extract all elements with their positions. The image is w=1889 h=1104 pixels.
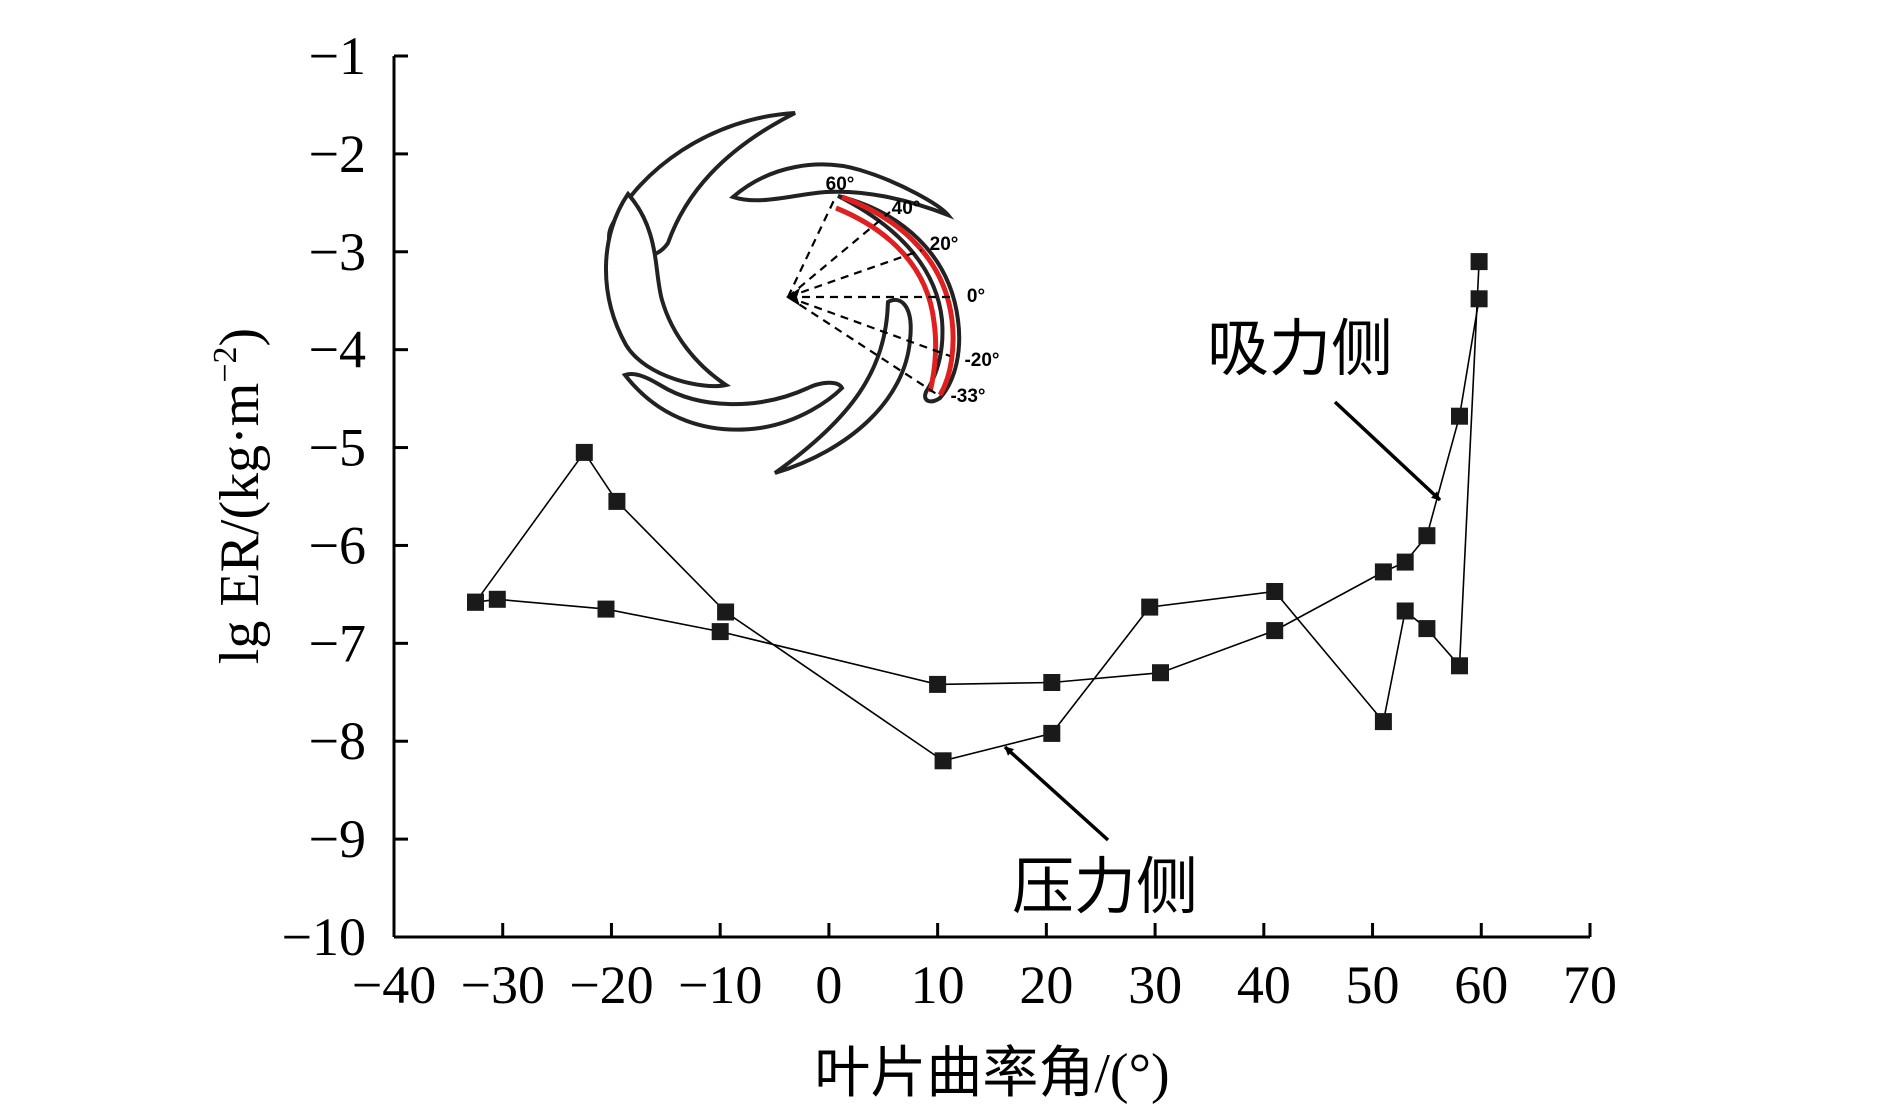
annotation-suction: 吸力侧 bbox=[1207, 316, 1442, 502]
inset-ray-60 bbox=[787, 195, 837, 298]
x-tick-label: 10 bbox=[911, 955, 965, 1015]
x-tick-label: 60 bbox=[1454, 955, 1508, 1015]
data-point-pressure bbox=[1374, 713, 1392, 731]
y-tick-label: −4 bbox=[309, 320, 366, 380]
x-tick-label: 40 bbox=[1237, 955, 1291, 1015]
inset-ray-20 bbox=[787, 248, 923, 299]
y-axis-title-close: ) bbox=[209, 328, 271, 347]
y-axis-title-exponent: −2 bbox=[207, 346, 244, 382]
series-layer bbox=[467, 253, 1488, 770]
data-point-suction bbox=[1396, 553, 1414, 571]
inset-dashed-rays bbox=[787, 195, 951, 396]
y-tick-label: −2 bbox=[309, 124, 366, 184]
data-point-suction bbox=[1152, 664, 1169, 682]
data-point-suction bbox=[1418, 527, 1436, 545]
inset-ray-minus33 bbox=[787, 296, 939, 396]
y-axis-title: lg ER/(kg·m−2) bbox=[207, 328, 271, 664]
data-point-suction bbox=[1451, 407, 1468, 425]
impeller-blade-left bbox=[604, 190, 731, 389]
data-point-suction bbox=[1043, 674, 1061, 691]
data-point-pressure bbox=[1451, 657, 1468, 675]
annotation-pressure-label: 压力侧 bbox=[1012, 854, 1198, 922]
inset-label-20: 20° bbox=[930, 234, 959, 255]
annotation-suction-arrow bbox=[1333, 400, 1442, 502]
x-tick-label: −20 bbox=[569, 955, 653, 1015]
data-point-pressure bbox=[608, 492, 626, 510]
x-axis-title: 叶片曲率角/(°) bbox=[814, 1043, 1169, 1104]
impeller-blade-top-right bbox=[729, 162, 955, 220]
x-tick-label: −30 bbox=[460, 955, 544, 1015]
x-tick-label: −40 bbox=[352, 955, 436, 1015]
data-point-suction bbox=[1374, 563, 1392, 581]
x-tick-label: 20 bbox=[1019, 955, 1073, 1015]
data-point-pressure bbox=[1418, 620, 1436, 638]
x-tick-label: −10 bbox=[678, 955, 762, 1015]
data-point-pressure bbox=[1396, 602, 1414, 620]
y-ticks: −1 −2 −3 −4 −5 −6 −7 −8 −9 −10 bbox=[282, 26, 408, 967]
axes bbox=[392, 56, 1590, 939]
inset-center-arrow bbox=[786, 288, 800, 306]
data-point-suction bbox=[597, 600, 615, 618]
x-tick-label: 0 bbox=[815, 955, 842, 1015]
data-point-pressure bbox=[1043, 724, 1061, 742]
inset-ray-minus20 bbox=[787, 295, 951, 358]
inset-label-40: 40° bbox=[892, 198, 921, 219]
annotation-pressure: 压力侧 bbox=[1003, 745, 1198, 922]
data-point-suction bbox=[1266, 622, 1284, 640]
inset-label-minus20: -20° bbox=[964, 350, 999, 371]
x-tick-label: 30 bbox=[1128, 955, 1182, 1015]
y-tick-label: −1 bbox=[309, 26, 366, 86]
y-tick-label: −7 bbox=[309, 613, 366, 673]
data-point-pressure bbox=[1266, 583, 1284, 600]
annotation-pressure-arrow bbox=[1003, 745, 1110, 842]
pressure-highlight-arc bbox=[835, 205, 939, 393]
inset-ray-40 bbox=[787, 211, 891, 298]
y-tick-label: −5 bbox=[309, 418, 366, 478]
y-axis-title-main: lg ER/(kg·m bbox=[209, 383, 271, 665]
annotation-suction-label: 吸力侧 bbox=[1207, 316, 1393, 384]
data-point-suction bbox=[929, 675, 947, 693]
x-tick-label: 50 bbox=[1346, 955, 1400, 1015]
x-tick-label: 70 bbox=[1563, 955, 1617, 1015]
x-ticks: −40 −30 −20 −10 0 10 20 30 40 50 60 70 bbox=[352, 923, 1617, 1015]
data-point-pressure bbox=[575, 443, 593, 461]
impeller-blade-bottom-left bbox=[621, 372, 845, 432]
data-point-suction bbox=[711, 623, 729, 641]
inset-label-minus33: -33° bbox=[950, 386, 985, 407]
y-tick-label: −6 bbox=[309, 515, 366, 575]
data-point-pressure bbox=[1141, 598, 1159, 616]
data-point-pressure bbox=[934, 752, 952, 770]
data-point-pressure bbox=[1470, 253, 1488, 271]
y-tick-label: −3 bbox=[309, 222, 366, 282]
impeller-inset: 60° 40° 20° 0° -20° -33° bbox=[604, 111, 1000, 475]
data-point-pressure bbox=[717, 603, 735, 621]
data-point-suction bbox=[1470, 290, 1488, 308]
impeller-blade-bottom bbox=[773, 297, 913, 475]
data-point-suction bbox=[488, 590, 506, 608]
inset-label-60: 60° bbox=[826, 174, 855, 195]
inset-label-0: 0° bbox=[967, 286, 985, 307]
data-point-suction bbox=[467, 593, 484, 611]
y-tick-label: −10 bbox=[282, 907, 366, 967]
suction-highlight-arc bbox=[841, 194, 956, 397]
y-tick-label: −9 bbox=[309, 809, 366, 869]
y-tick-label: −8 bbox=[309, 711, 366, 771]
